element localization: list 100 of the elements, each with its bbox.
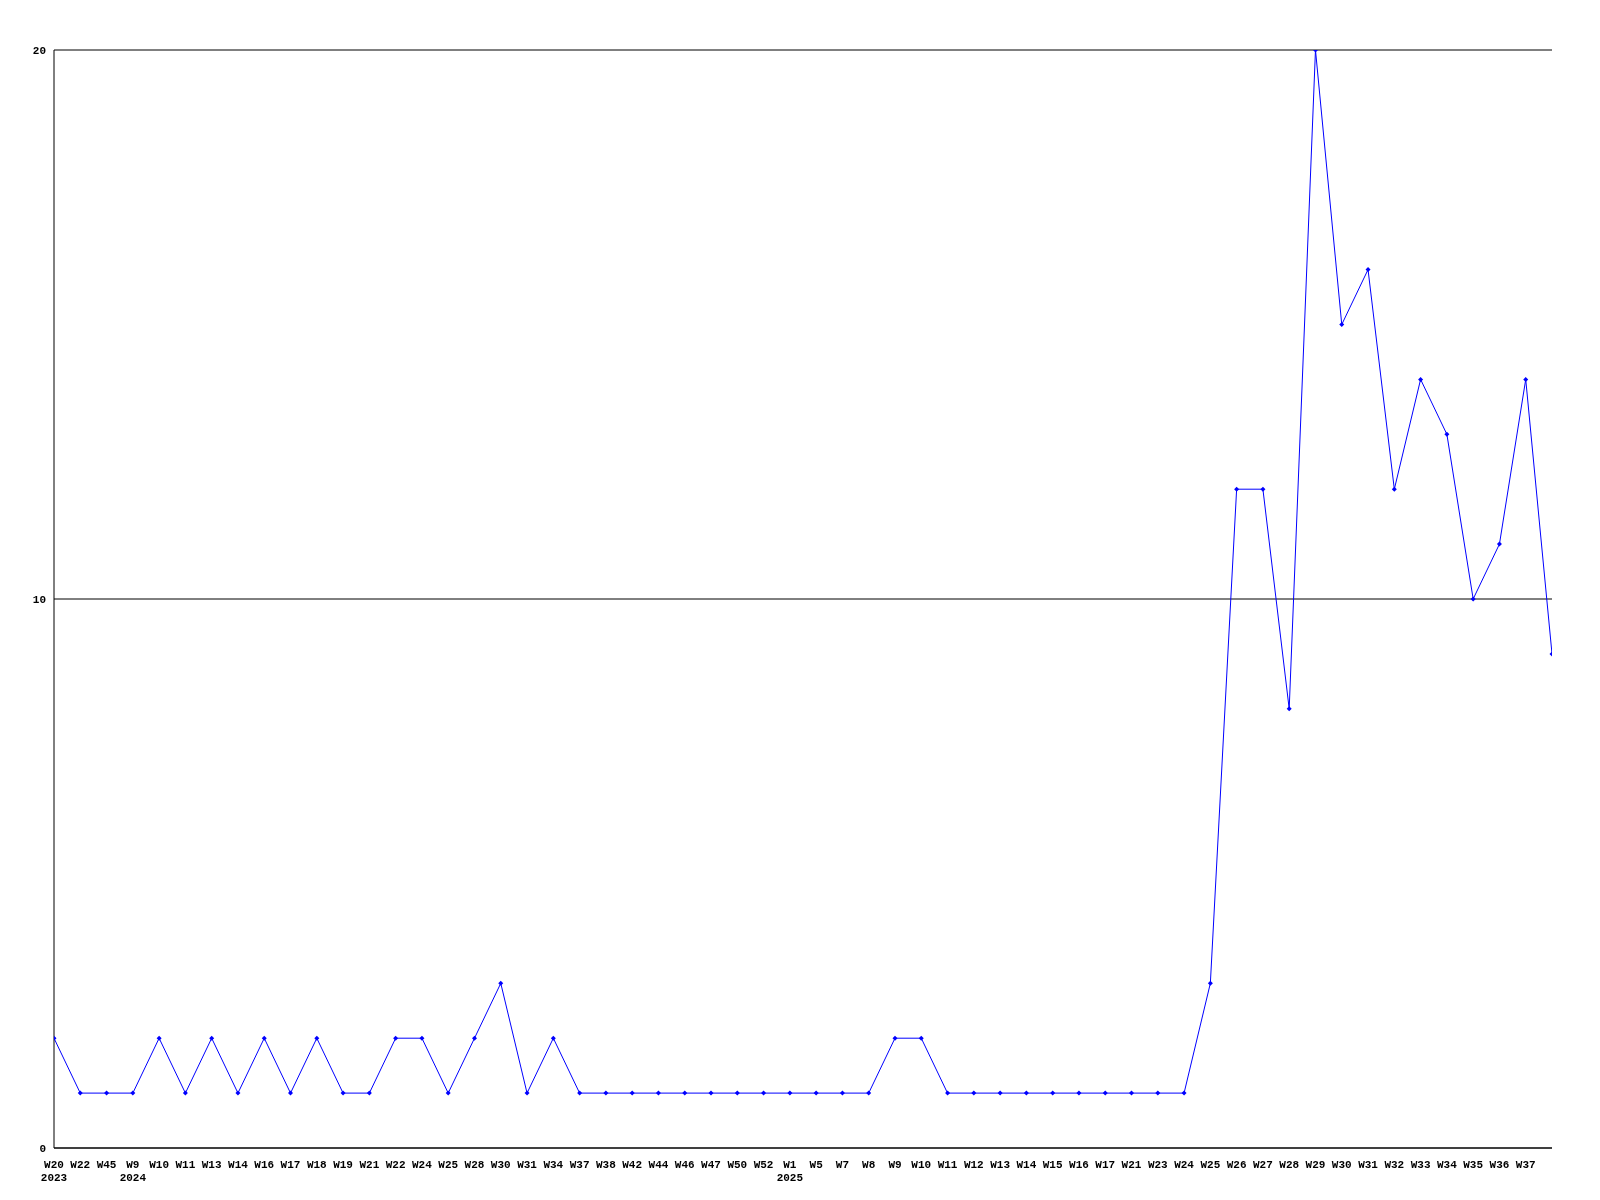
x-tick-label: W44 — [648, 1159, 669, 1171]
x-tick-label: W50 — [727, 1159, 748, 1171]
x-tick-label: W42 — [622, 1159, 643, 1171]
point — [655, 1090, 661, 1096]
point — [892, 1035, 898, 1041]
point — [498, 980, 504, 986]
point — [419, 1035, 425, 1041]
x-tick-label: W30 — [1331, 1159, 1352, 1171]
point — [209, 1035, 215, 1041]
point — [314, 1035, 320, 1041]
point — [445, 1090, 451, 1096]
x-tick-label: W16 — [1069, 1159, 1089, 1171]
point — [1207, 980, 1213, 986]
point — [1523, 376, 1529, 382]
point — [366, 1090, 372, 1096]
point — [1444, 431, 1450, 437]
x-tick-label: W11 — [175, 1159, 196, 1171]
x-tick-label: W14 — [228, 1159, 249, 1171]
point — [550, 1035, 556, 1041]
point — [708, 1090, 714, 1096]
point — [997, 1090, 1003, 1096]
x-tick-label: W32 — [1384, 1159, 1405, 1171]
x-tick-label: W12 — [963, 1159, 984, 1171]
x-tick-label: W28 — [464, 1159, 485, 1171]
x-tick-label: W10 — [149, 1159, 170, 1171]
x-tick-label: W27 — [1253, 1159, 1273, 1171]
x-tick-label: W33 — [1410, 1159, 1431, 1171]
point — [340, 1090, 346, 1096]
x-tick-label: W29 — [1305, 1159, 1326, 1171]
x-tick-label: W21 — [1121, 1159, 1142, 1171]
point — [629, 1090, 635, 1096]
point — [1418, 376, 1424, 382]
point — [866, 1090, 872, 1096]
point — [1102, 1090, 1108, 1096]
x-tick-label: W22 — [70, 1159, 91, 1171]
x-tick-label: W47 — [701, 1159, 721, 1171]
x-tick-label: W15 — [1042, 1159, 1063, 1171]
point — [682, 1090, 688, 1096]
point — [1234, 486, 1240, 492]
point — [1155, 1090, 1161, 1096]
x-tick-label: W23 — [1147, 1159, 1169, 1171]
point — [1129, 1090, 1135, 1096]
point — [1050, 1090, 1056, 1096]
point — [1365, 267, 1371, 273]
x-tick-label: W11 — [937, 1159, 958, 1171]
x-tick-label: W38 — [595, 1159, 617, 1171]
x-tick-label: W34 — [1436, 1159, 1458, 1171]
point — [156, 1035, 162, 1041]
x-tick-label: W17 — [280, 1159, 301, 1171]
point — [182, 1090, 188, 1096]
point — [1496, 541, 1502, 547]
x-tick-label: W36 — [1489, 1159, 1510, 1171]
point — [261, 1035, 267, 1041]
point — [393, 1035, 399, 1041]
x-tick-label: W1 2025 — [776, 1159, 804, 1184]
x-tick-label: W46 — [674, 1159, 695, 1171]
x-tick-label: W34 — [543, 1159, 564, 1171]
x-tick-label: W21 — [359, 1159, 380, 1171]
point — [1286, 706, 1292, 712]
x-tick-label: W20 2023 — [40, 1159, 68, 1184]
point — [761, 1090, 767, 1096]
x-tick-label: W31 — [1358, 1159, 1379, 1171]
x-tick-label: W7 — [835, 1159, 850, 1171]
x-tick-label: W13 — [990, 1159, 1011, 1171]
x-tick-label: W26 — [1226, 1159, 1247, 1171]
x-tick-label: W16 — [254, 1159, 275, 1171]
x-tick-label: W9 — [888, 1159, 902, 1171]
x-tick-label: W9 2024 — [119, 1159, 147, 1184]
point — [1023, 1090, 1029, 1096]
point — [288, 1090, 294, 1096]
point — [603, 1090, 609, 1096]
x-tick-label: W14 — [1016, 1159, 1037, 1171]
x-tick-label: W31 — [517, 1159, 538, 1171]
point — [971, 1090, 977, 1096]
x-tick-label: W5 — [809, 1159, 824, 1171]
x-tick-label: W22 — [385, 1159, 406, 1171]
x-tick-label: W37 — [1515, 1159, 1536, 1171]
point — [1339, 322, 1345, 327]
point — [104, 1090, 110, 1096]
x-tick-label: W30 — [490, 1159, 511, 1171]
point — [524, 1090, 530, 1096]
x-tick-label: W18 — [306, 1159, 328, 1171]
x-tick-label: W45 — [96, 1159, 117, 1171]
y-tick-label: 10 — [32, 593, 46, 606]
point — [471, 1035, 477, 1041]
x-tick-label: W10 — [911, 1159, 932, 1171]
point — [1260, 486, 1266, 492]
x-tick-label: W52 — [753, 1159, 774, 1171]
x-tick-label: W37 — [569, 1159, 590, 1171]
point — [577, 1090, 583, 1096]
x-tick-label: W35 — [1463, 1159, 1484, 1171]
point — [1470, 596, 1476, 602]
x-tick-label: W8 — [862, 1159, 876, 1171]
point — [130, 1090, 136, 1096]
point — [1181, 1090, 1187, 1096]
x-tick-label: W24 — [412, 1159, 433, 1171]
x-tick-label: W17 — [1095, 1159, 1116, 1171]
x-tick-label: W28 — [1279, 1159, 1300, 1171]
point — [945, 1090, 951, 1096]
y-tick-label: 20 — [32, 44, 46, 57]
